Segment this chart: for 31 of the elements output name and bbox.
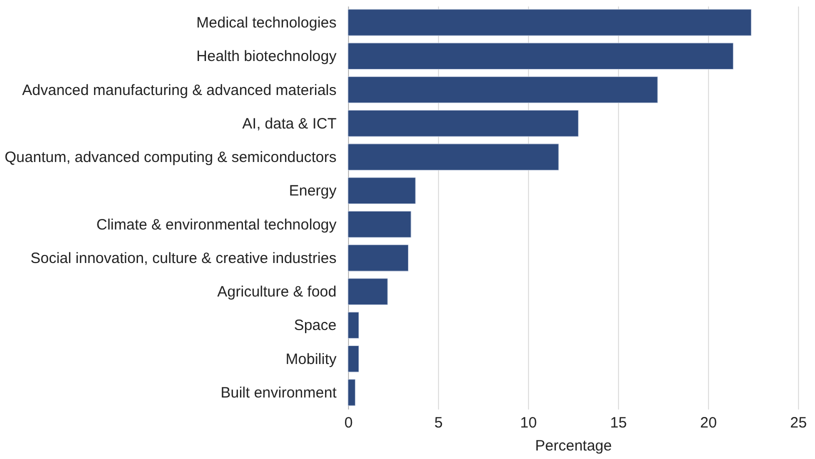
x-tick-label: 10 [520, 414, 537, 432]
y-tick-label: Agriculture & food [217, 284, 336, 301]
bar [348, 278, 388, 305]
bar [348, 42, 734, 70]
y-tick-label: Space [294, 317, 336, 334]
x-tick-label: 0 [344, 414, 353, 432]
bar [348, 312, 360, 339]
bar [348, 379, 356, 406]
y-tick-label: Built environment [220, 384, 338, 402]
bar [348, 144, 559, 170]
bar [348, 244, 409, 272]
bar [348, 9, 752, 36]
y-tick-label: Climate & environmental technology [96, 216, 337, 234]
y-tick-label: Health biotechnology [196, 48, 337, 66]
x-axis-title: Percentage [535, 438, 612, 454]
bar [348, 76, 658, 104]
x-tick-label: 15 [610, 414, 627, 432]
y-tick-label: Social innovation, culture & creative industries [30, 250, 336, 267]
bar [348, 210, 412, 238]
y-tick-label: Quantum, advanced computing & semiconductors [4, 149, 336, 166]
y-tick-label: Mobility [286, 350, 337, 368]
y-tick-label: AI, data & ICT [242, 115, 336, 132]
x-tick-label: 5 [434, 414, 443, 432]
y-tick-label: Medical technologies [196, 14, 336, 32]
x-tick-label: 20 [700, 414, 717, 432]
x-tick-label: 25 [790, 414, 807, 432]
bar [348, 177, 416, 204]
bar [348, 110, 579, 137]
y-tick-label: Advanced manufacturing & advanced materials [22, 82, 336, 99]
bar [348, 346, 360, 372]
y-tick-label: Energy [288, 182, 337, 200]
